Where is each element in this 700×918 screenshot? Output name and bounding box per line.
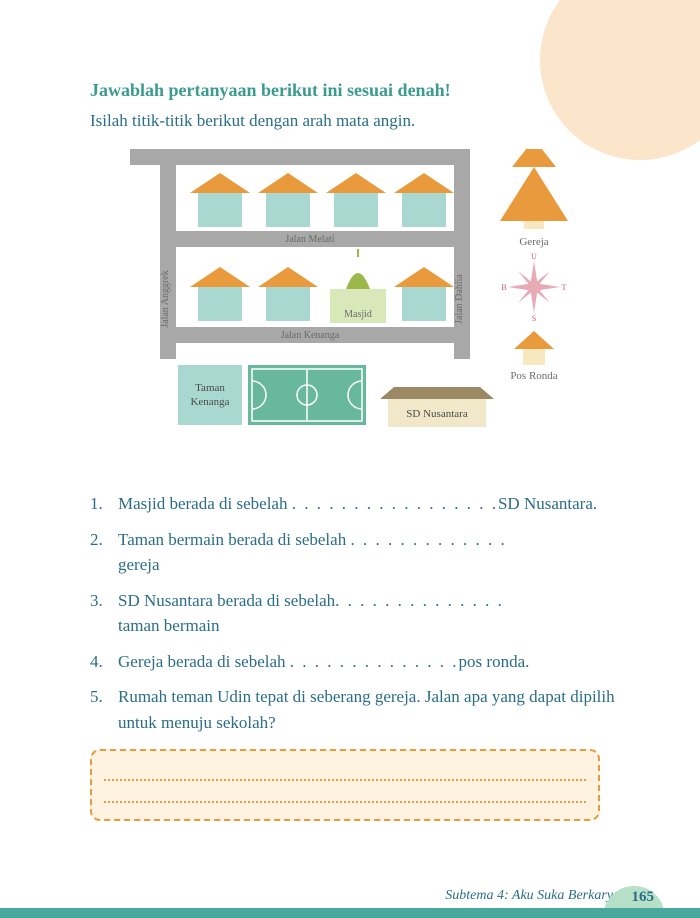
answer-box[interactable]: [90, 749, 600, 821]
map-diagram: Jalan Melati Jalan Kenanga Jalan Anggrek…: [130, 149, 590, 469]
svg-text:Jalan Dahlia: Jalan Dahlia: [454, 274, 465, 324]
svg-text:Jalan Melati: Jalan Melati: [285, 234, 334, 245]
svg-text:Jalan Anggrek: Jalan Anggrek: [160, 270, 171, 328]
page-footer: Subtema 4: Aku Suka Berkarya 165: [0, 880, 700, 918]
map-svg: Jalan Melati Jalan Kenanga Jalan Anggrek…: [130, 149, 590, 469]
question-item: 4. Gereja berada di sebelah . . . . . . …: [90, 649, 630, 675]
svg-text:Pos Ronda: Pos Ronda: [510, 370, 557, 382]
gereja-icon: Gereja: [500, 149, 568, 248]
footer-bar: [0, 908, 700, 918]
svg-text:Masjid: Masjid: [344, 309, 372, 320]
question-item: 1. Masjid berada di sebelah . . . . . . …: [90, 491, 630, 517]
masjid-icon: Masjid: [330, 249, 386, 323]
instruction-title: Jawablah pertanyaan berikut ini sesuai d…: [90, 80, 630, 101]
footer-subtema: Subtema 4: Aku Suka Berkarya: [445, 888, 620, 904]
svg-text:S: S: [532, 314, 536, 323]
compass-icon: U S T B: [501, 252, 566, 323]
svg-text:T: T: [562, 283, 567, 292]
question-item: 3. SD Nusantara berada di sebelah. . . .…: [90, 588, 630, 639]
pos-ronda-icon: Pos Ronda: [510, 331, 557, 382]
instruction-subtitle: Isilah titik-titik berikut dengan arah m…: [90, 111, 630, 131]
question-item: 5. Rumah teman Udin tepat di seberang ge…: [90, 684, 630, 735]
question-list: 1. Masjid berada di sebelah . . . . . . …: [90, 491, 630, 735]
footer-page-number: 165: [632, 889, 655, 906]
svg-text:Taman: Taman: [195, 382, 225, 394]
svg-text:Gereja: Gereja: [519, 236, 548, 248]
svg-text:SD Nusantara: SD Nusantara: [406, 408, 468, 420]
svg-text:Kenanga: Kenanga: [190, 396, 229, 408]
svg-text:B: B: [501, 283, 506, 292]
sd-icon: SD Nusantara: [380, 387, 494, 427]
page-content: Jawablah pertanyaan berikut ini sesuai d…: [90, 80, 630, 821]
svg-text:U: U: [531, 252, 537, 261]
house-icon: [190, 173, 250, 227]
taman-icon: Taman Kenanga: [178, 365, 366, 425]
svg-text:Jalan Kenanga: Jalan Kenanga: [281, 330, 340, 341]
question-item: 2. Taman bermain berada di sebelah . . .…: [90, 527, 630, 578]
